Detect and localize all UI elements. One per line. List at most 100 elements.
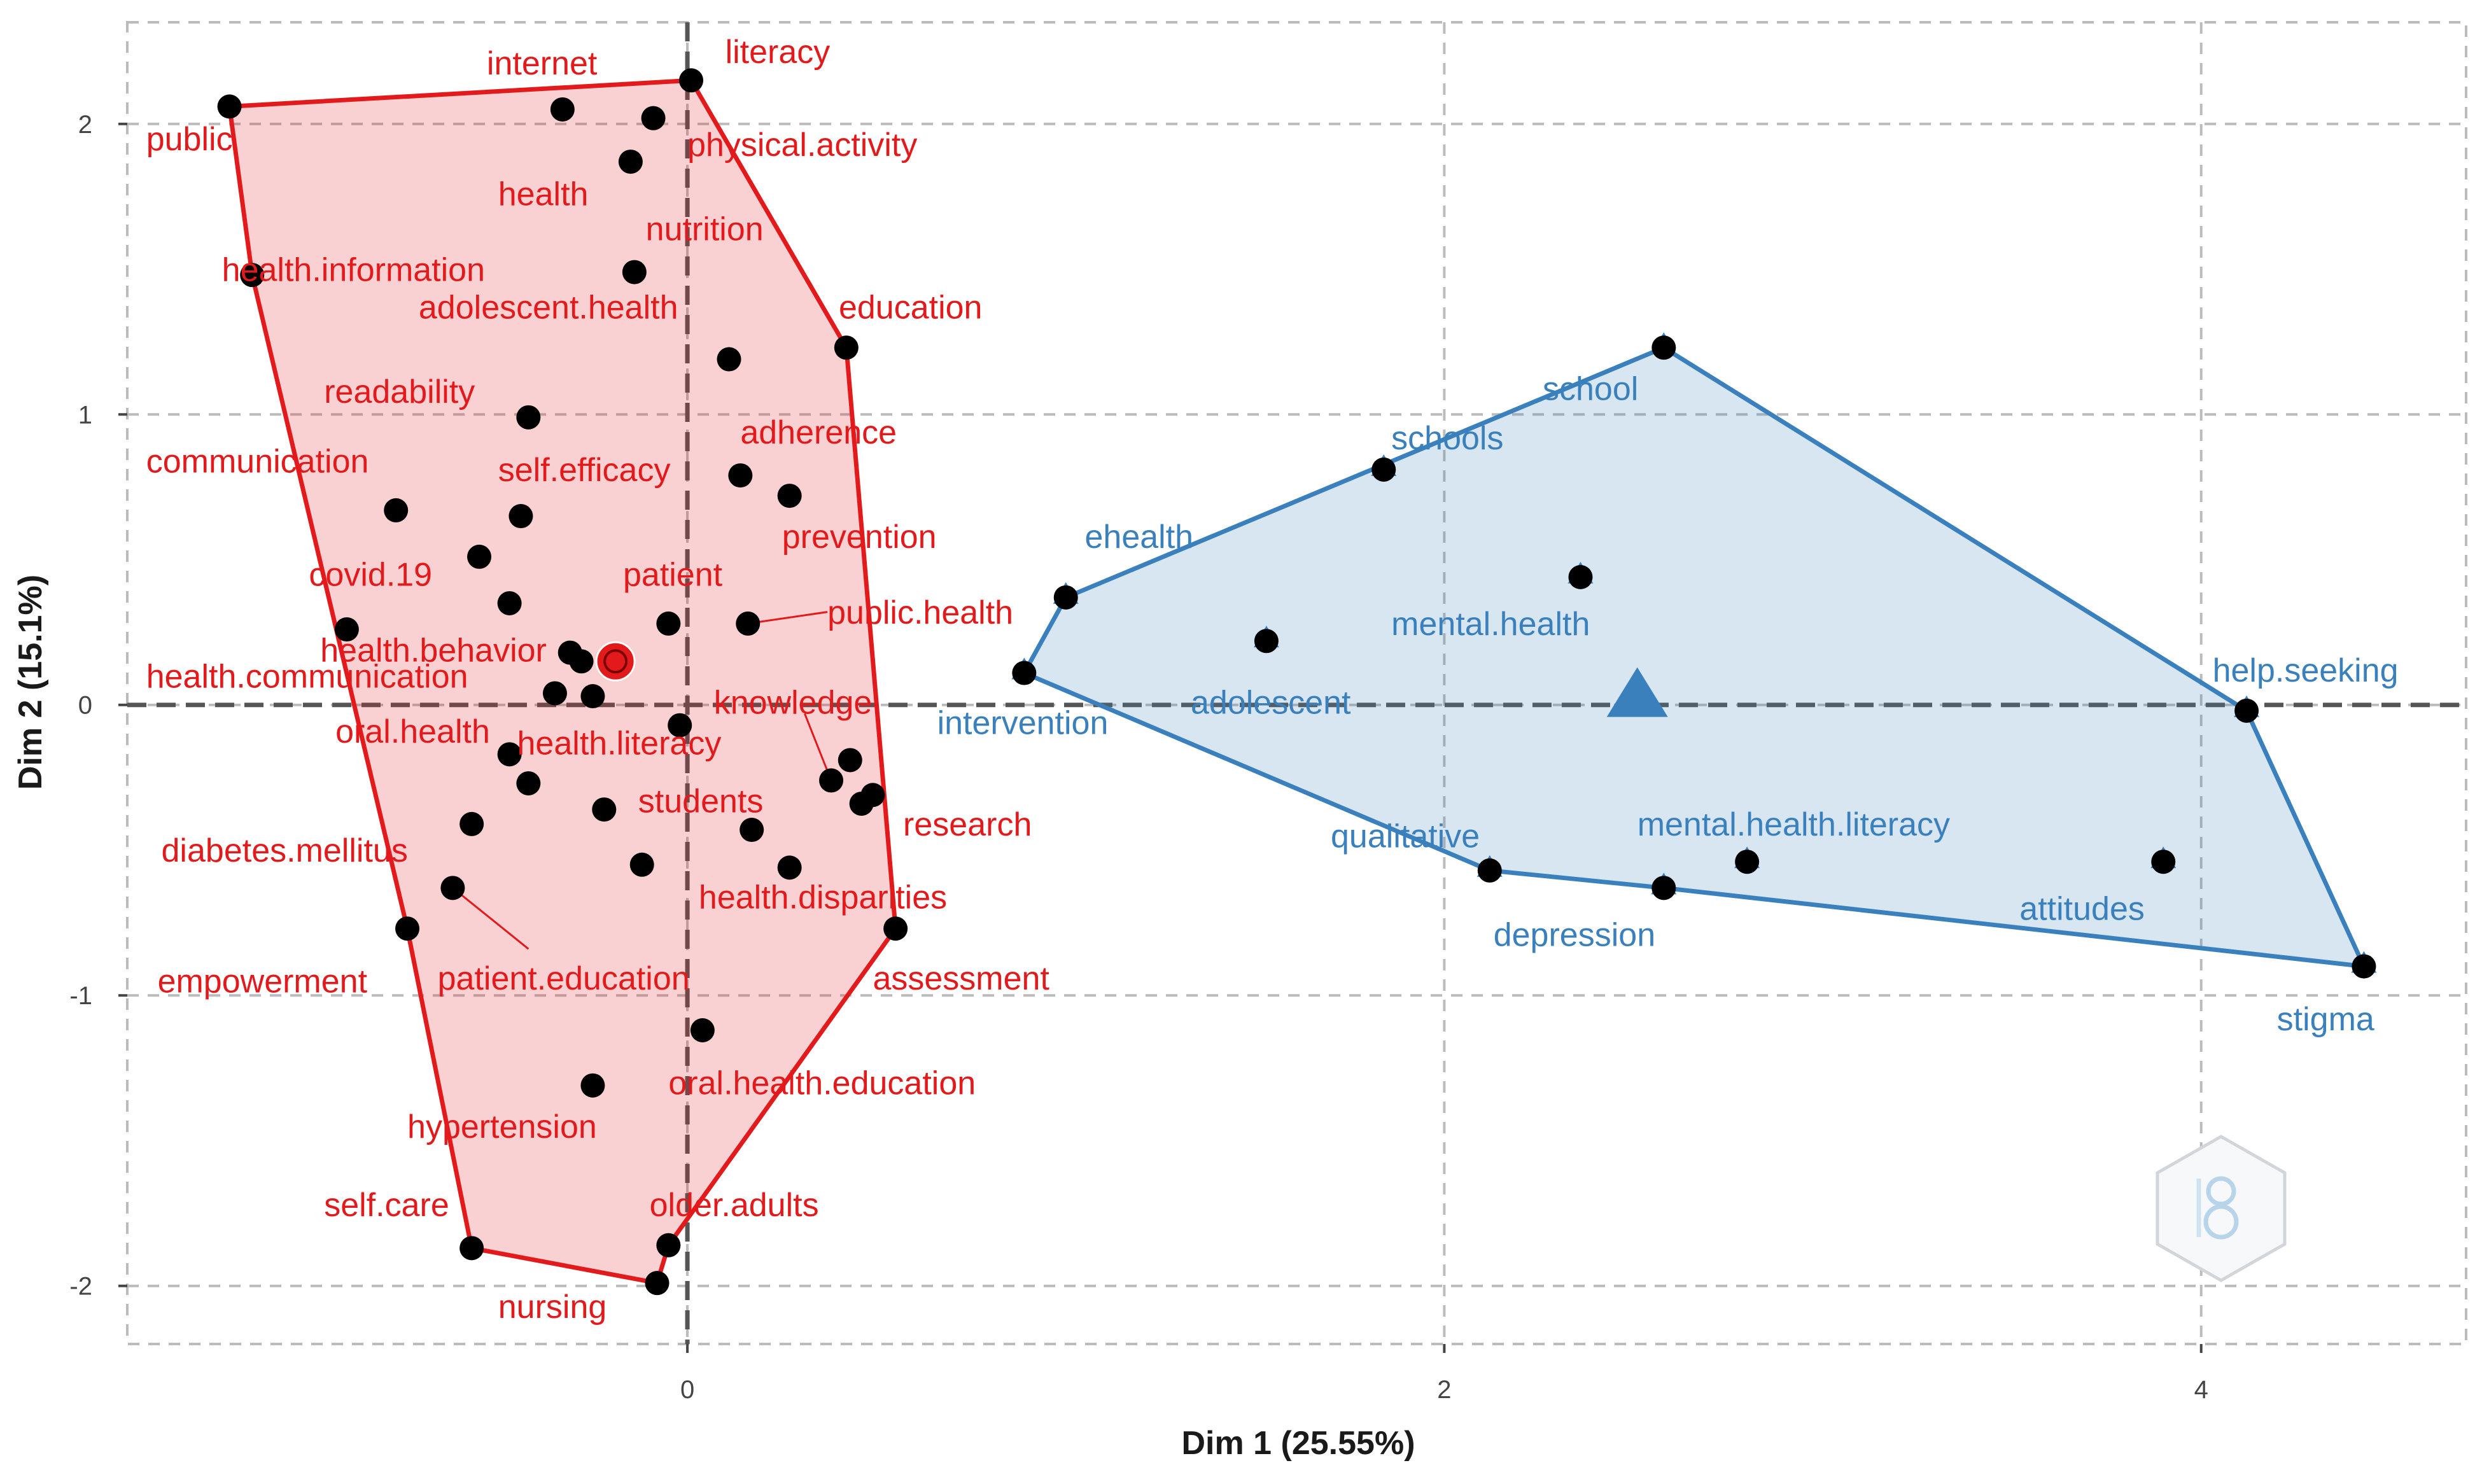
- data-point: [459, 811, 484, 836]
- point-label: health.literacy: [517, 725, 722, 762]
- data-point: [395, 916, 420, 941]
- cluster-2-centroid: [1606, 667, 1668, 717]
- x-tick-label: 4: [2194, 1376, 2208, 1404]
- data-point: [1371, 457, 1396, 482]
- y-axis-title: Dim 2 (15.1%): [12, 575, 49, 790]
- data-point: [728, 463, 753, 488]
- point-label: prevention: [782, 519, 937, 556]
- x-axis-title: Dim 1 (25.55%): [1181, 1425, 1415, 1462]
- point-label: adherence: [740, 414, 897, 451]
- data-point: [777, 484, 802, 508]
- data-point: [497, 591, 522, 615]
- plot-panel-border: [126, 21, 2467, 1345]
- data-point: [717, 347, 741, 372]
- point-label: ehealth: [1084, 519, 1193, 556]
- point-label: patient: [623, 557, 723, 594]
- data-point: [736, 611, 761, 636]
- data-point: [508, 504, 533, 529]
- data-point: [656, 611, 681, 636]
- point-label: stigma: [2277, 1001, 2374, 1038]
- point-label: readability: [324, 374, 475, 410]
- data-point: [838, 748, 862, 773]
- data-point: [883, 916, 908, 941]
- data-point: [1053, 585, 1078, 610]
- data-point: [550, 97, 575, 122]
- cluster-2-hull: [1021, 345, 2366, 969]
- point-label: literacy: [726, 34, 831, 71]
- point-label: school: [1543, 370, 1638, 407]
- label-leader-line: [748, 611, 828, 625]
- data-point: [2151, 850, 2176, 874]
- data-point: [641, 106, 666, 130]
- data-point: [2352, 954, 2376, 979]
- point-label: adolescent.health: [419, 290, 678, 326]
- data-point: [777, 855, 802, 880]
- point-label: health.communication: [146, 658, 468, 695]
- point-label: internet: [487, 45, 598, 82]
- data-point: [580, 1073, 605, 1098]
- data-point: [1651, 876, 1676, 900]
- data-point: [645, 1271, 670, 1296]
- data-point: [1651, 335, 1676, 360]
- cluster-centroids: [595, 641, 1668, 717]
- data-point: [622, 260, 647, 284]
- y-tick-label: 1: [78, 401, 92, 429]
- point-label: help.seeking: [2213, 652, 2399, 689]
- data-point: [1477, 858, 1502, 883]
- data-point: [1254, 629, 1279, 654]
- data-point: [240, 263, 265, 288]
- point-label: diabetes.mellitus: [162, 832, 408, 869]
- point-label: patient.education: [438, 960, 690, 997]
- data-point: [516, 405, 541, 430]
- cluster-1-hull: [227, 78, 898, 1285]
- point-label: depression: [1494, 917, 1655, 954]
- data-point: [618, 150, 643, 174]
- data-point: [580, 684, 605, 709]
- data-point: [690, 1018, 715, 1042]
- point-label: health: [498, 176, 589, 213]
- data-point: [656, 1233, 681, 1257]
- point-label: covid.19: [309, 557, 432, 594]
- point-label: public.health: [827, 594, 1013, 631]
- data-point: [217, 94, 242, 119]
- point-label: mental.health.literacy: [1637, 806, 1950, 843]
- data-point: [849, 791, 874, 816]
- data-point: [467, 544, 492, 569]
- point-label: empowerment: [158, 963, 368, 1000]
- point-label: qualitative: [1331, 818, 1480, 855]
- cluster-1-centroid-ring: [603, 649, 628, 674]
- point-label: older.adults: [650, 1187, 819, 1224]
- point-label: oral.health: [335, 713, 490, 750]
- point-label: health.disparities: [699, 879, 947, 916]
- point-label: mental.health: [1391, 606, 1590, 643]
- data-point: [1735, 850, 1760, 874]
- point-label: adolescent: [1191, 684, 1351, 721]
- point-label: physical.activity: [687, 127, 917, 164]
- x-tick-label: 2: [1437, 1376, 1451, 1404]
- point-label: communication: [146, 444, 369, 480]
- data-point: [459, 1236, 484, 1261]
- cluster-1-centroid: [595, 641, 636, 682]
- point-label: knowledge: [714, 684, 873, 721]
- point-label: hypertension: [407, 1109, 597, 1145]
- data-point: [384, 498, 409, 522]
- data-point: [834, 335, 859, 360]
- data-point: [516, 771, 541, 795]
- data-point: [497, 742, 522, 767]
- point-label: self.efficacy: [498, 452, 671, 489]
- data-point: [440, 876, 465, 900]
- data-points: [217, 68, 2377, 1296]
- point-label: oral.health.education: [668, 1065, 976, 1102]
- point-label: education: [839, 290, 983, 326]
- point-label: health.information: [222, 251, 485, 288]
- data-point: [2234, 698, 2259, 723]
- data-point: [1012, 661, 1037, 685]
- data-point: [1568, 564, 1593, 589]
- x-tick-label: 0: [680, 1376, 694, 1404]
- point-label: intervention: [937, 704, 1109, 741]
- data-point: [569, 649, 594, 674]
- point-label: nutrition: [646, 211, 764, 248]
- data-point: [542, 681, 567, 706]
